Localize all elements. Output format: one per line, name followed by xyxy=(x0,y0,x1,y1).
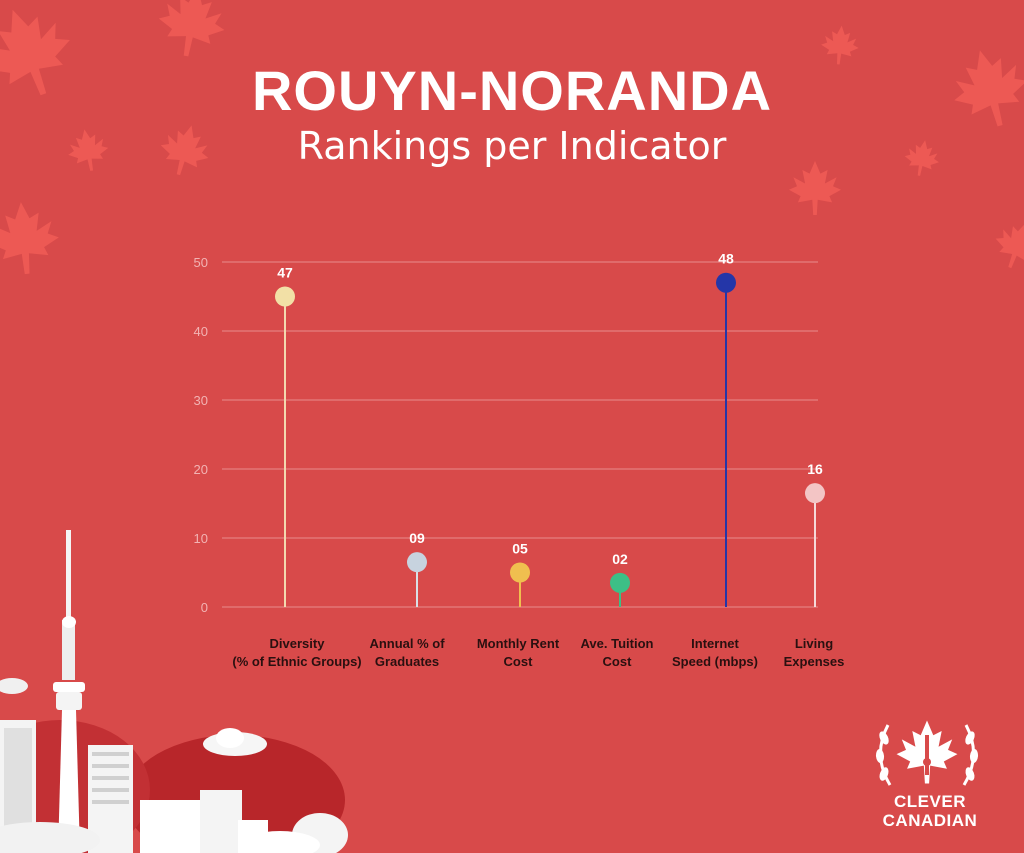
lollipop-point xyxy=(510,562,530,583)
category-label: Diversity xyxy=(270,636,326,651)
y-tick-label: 10 xyxy=(194,531,208,546)
y-tick-label: 30 xyxy=(194,393,208,408)
category-label: Ave. Tuition xyxy=(581,636,654,651)
category-label: Cost xyxy=(603,654,633,669)
lollipop-point xyxy=(716,272,736,293)
lollipop-point xyxy=(805,483,825,504)
data-label: 09 xyxy=(409,530,425,546)
y-tick-label: 50 xyxy=(194,255,208,270)
y-tick-label: 40 xyxy=(194,324,208,339)
category-label: Monthly Rent xyxy=(477,636,560,651)
logo-text-line2: CANADIAN xyxy=(882,811,978,830)
category-label: Expenses xyxy=(784,654,845,669)
data-label: 05 xyxy=(512,541,528,557)
category-label: Cost xyxy=(504,654,534,669)
lollipop-point xyxy=(275,286,295,307)
data-label: 47 xyxy=(277,265,293,281)
lollipop-point xyxy=(407,552,427,573)
category-label: Speed (mbps) xyxy=(672,654,758,669)
data-label: 16 xyxy=(807,461,823,477)
y-tick-label: 20 xyxy=(194,462,208,477)
page-title: ROUYN-NORANDA xyxy=(251,59,773,122)
category-label: Internet xyxy=(691,636,739,651)
data-label: 02 xyxy=(612,551,628,567)
logo-text-line1: CLEVER xyxy=(894,792,966,811)
y-tick-label: 0 xyxy=(201,600,208,615)
category-label: (% of Ethnic Groups) xyxy=(232,654,361,669)
lollipop-point xyxy=(610,572,630,593)
page-subtitle: Rankings per Indicator xyxy=(297,124,727,168)
category-label: Graduates xyxy=(375,654,439,669)
data-label: 48 xyxy=(718,251,734,267)
category-label: Annual % of xyxy=(369,636,445,651)
category-label: Living xyxy=(795,636,833,651)
